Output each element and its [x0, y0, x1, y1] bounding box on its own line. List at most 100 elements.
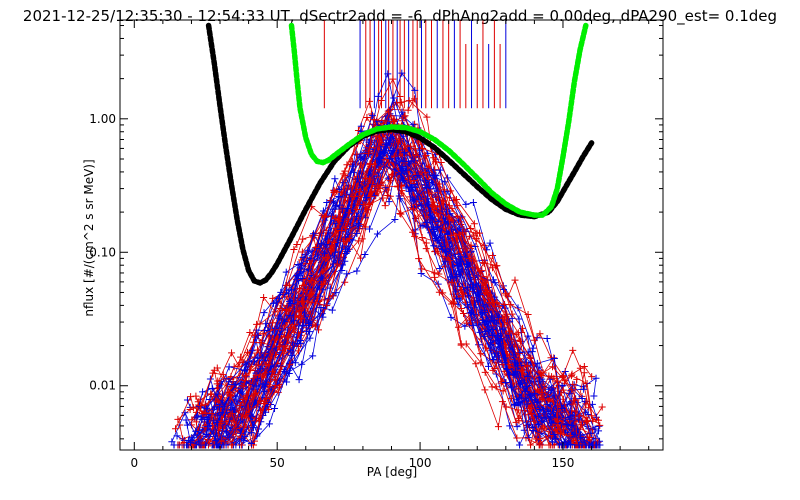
flux-point: [269, 294, 277, 302]
flux-point: [320, 213, 328, 221]
flux-point: [309, 230, 317, 238]
flux-point: [404, 106, 412, 114]
flux-point: [487, 317, 495, 325]
flux-point: [539, 424, 547, 432]
flux-point: [353, 206, 361, 214]
flux-point: [366, 225, 374, 233]
flux-point: [470, 310, 478, 318]
flux-point: [212, 437, 220, 445]
flux-point: [585, 441, 593, 449]
flux-point: [566, 415, 574, 423]
flux-point: [529, 344, 537, 352]
flux-point: [341, 167, 349, 175]
flux-point: [583, 379, 591, 387]
flux-point: [450, 221, 458, 229]
flux-point: [502, 291, 510, 299]
flux-point: [228, 349, 236, 357]
flux-point: [299, 304, 307, 312]
flux-point: [571, 396, 579, 404]
flux-point: [548, 419, 556, 427]
flux-point: [299, 253, 307, 261]
flux-point: [554, 413, 562, 421]
flux-point: [575, 441, 583, 449]
flux-point: [403, 166, 411, 174]
flux-point: [453, 294, 461, 302]
flux-point: [207, 390, 215, 398]
flux-point: [434, 212, 442, 220]
flux-point: [401, 112, 409, 120]
flux-point: [410, 177, 418, 185]
flux-point: [256, 320, 264, 328]
flux-trace: [182, 158, 590, 446]
flux-point: [513, 423, 521, 431]
flux-point: [274, 388, 282, 396]
flux-point: [240, 366, 248, 374]
flux-point: [188, 416, 196, 424]
flux-point: [543, 334, 551, 342]
flux-point: [187, 393, 195, 401]
flux-point: [384, 70, 392, 78]
flux-point: [357, 161, 365, 169]
flux-point: [238, 413, 246, 421]
flux-point: [203, 405, 211, 413]
flux-point: [432, 247, 440, 255]
flux-point: [366, 97, 374, 105]
flux-point: [441, 257, 449, 265]
flux-point: [374, 92, 382, 100]
flux-point: [257, 397, 265, 405]
flux-point: [469, 198, 477, 206]
flux-point: [572, 436, 580, 444]
flux-point: [201, 401, 209, 409]
flux-point: [430, 154, 438, 162]
flux-point: [287, 299, 295, 307]
flux-point: [209, 369, 217, 377]
flux-trace: [216, 164, 599, 446]
flux-point: [345, 209, 353, 217]
flux-point: [381, 202, 389, 210]
flux-point: [524, 373, 532, 381]
flux-point: [443, 230, 451, 238]
flux-point: [480, 332, 488, 340]
flux-point: [400, 142, 408, 150]
flux-point: [490, 355, 498, 363]
flux-point: [336, 201, 344, 209]
flux-point: [568, 386, 576, 394]
flux-point: [516, 441, 524, 449]
x-tick-label: 150: [552, 456, 575, 470]
flux-point: [211, 397, 219, 405]
flux-point: [197, 402, 205, 410]
flux-point: [192, 392, 200, 400]
y-tick-label: 0.10: [89, 245, 116, 259]
flux-point: [384, 107, 392, 115]
flux-point: [315, 326, 323, 334]
flux-point: [362, 174, 370, 182]
flux-point: [497, 379, 505, 387]
flux-point: [411, 86, 419, 94]
flux-point: [496, 340, 504, 348]
flux-point: [524, 361, 532, 369]
flux-point: [502, 379, 510, 387]
flux-point: [335, 185, 343, 193]
flux-point: [269, 319, 277, 327]
flux-point: [305, 265, 313, 273]
flux-point: [580, 369, 588, 377]
flux-point: [348, 162, 356, 170]
flux-point: [283, 378, 291, 386]
flux-point: [298, 360, 306, 368]
flux-point: [497, 335, 505, 343]
flux-point: [170, 441, 178, 449]
flux-point: [587, 412, 595, 420]
x-axis-title: PA [deg]: [367, 465, 417, 479]
flux-point: [527, 441, 535, 449]
flux-point: [189, 404, 197, 412]
flux-point: [202, 409, 210, 417]
flux-point: [231, 381, 239, 389]
flux-point: [524, 311, 532, 319]
green-fit-curve: [288, 22, 589, 218]
flux-point: [400, 159, 408, 167]
flux-point: [531, 395, 539, 403]
flux-point: [323, 301, 331, 309]
flux-point: [568, 421, 576, 429]
flux-point: [423, 223, 431, 231]
flux-point: [387, 134, 395, 142]
